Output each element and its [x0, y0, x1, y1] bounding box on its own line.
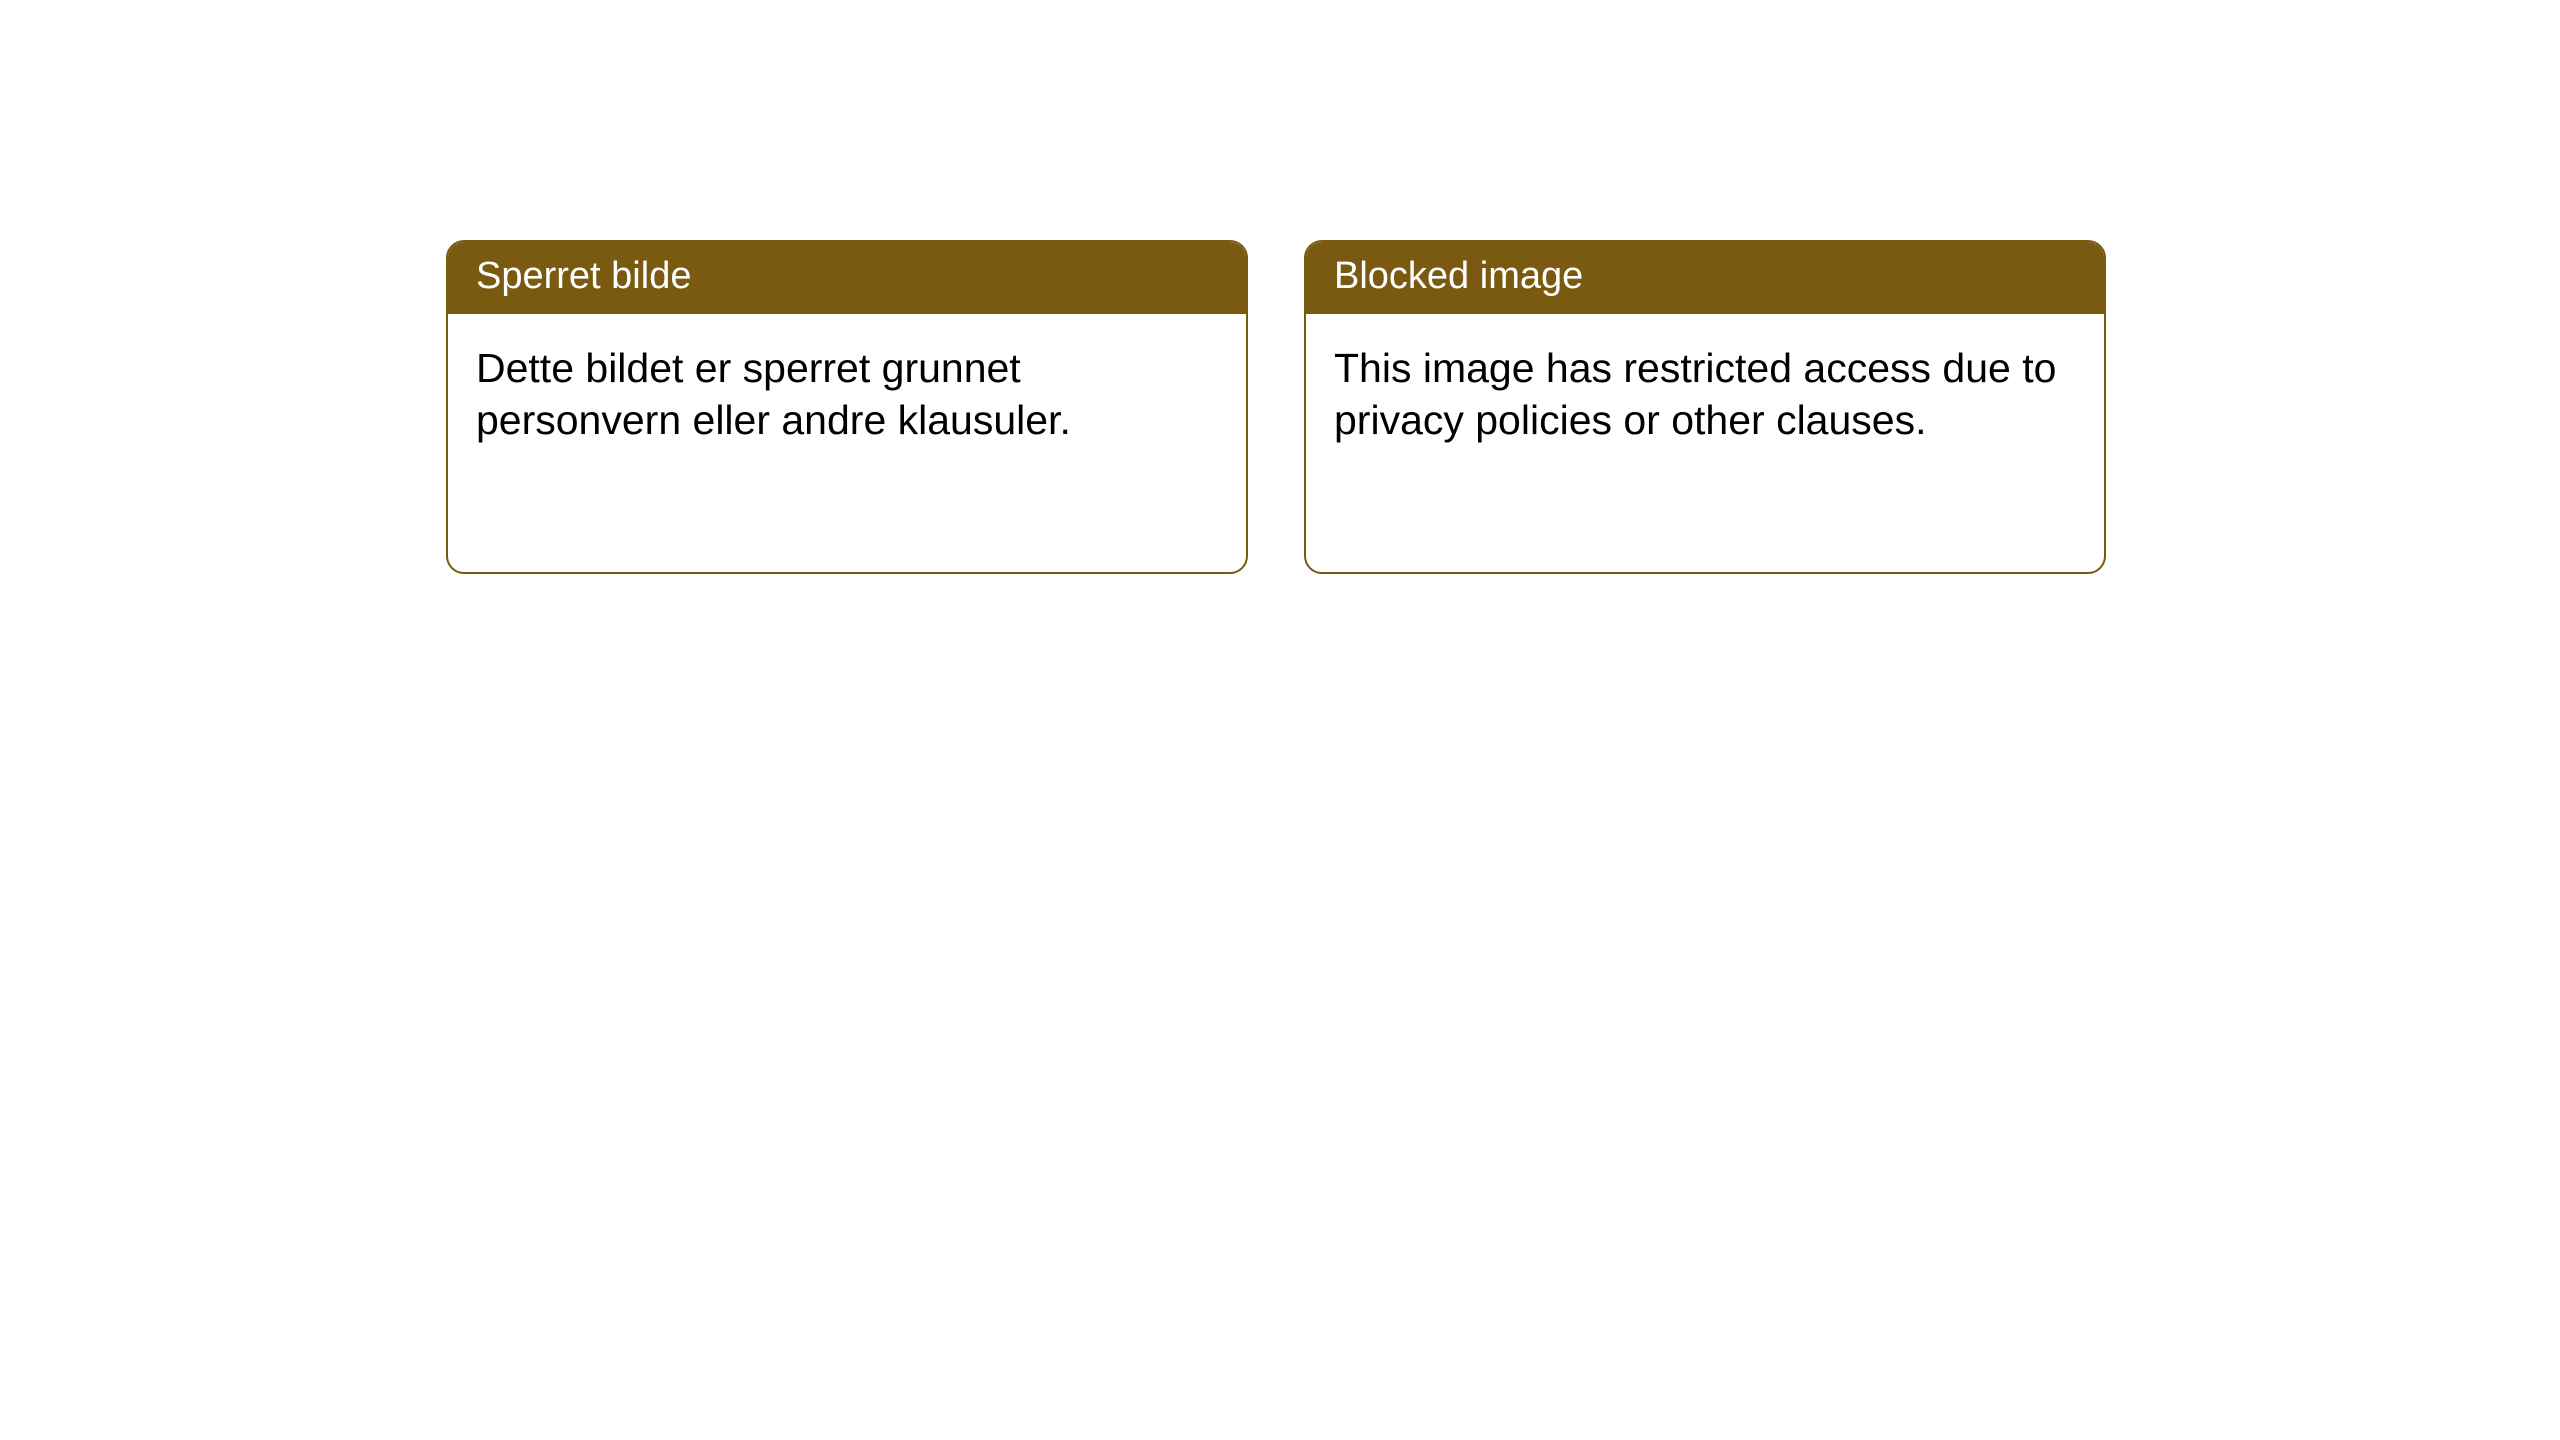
card-body-en: This image has restricted access due to …	[1306, 314, 2104, 475]
blocked-image-card-en: Blocked image This image has restricted …	[1304, 240, 2106, 574]
card-header-en: Blocked image	[1306, 242, 2104, 314]
card-header-no: Sperret bilde	[448, 242, 1246, 314]
card-body-no: Dette bildet er sperret grunnet personve…	[448, 314, 1246, 475]
cards-container: Sperret bilde Dette bildet er sperret gr…	[446, 240, 2106, 574]
blocked-image-card-no: Sperret bilde Dette bildet er sperret gr…	[446, 240, 1248, 574]
